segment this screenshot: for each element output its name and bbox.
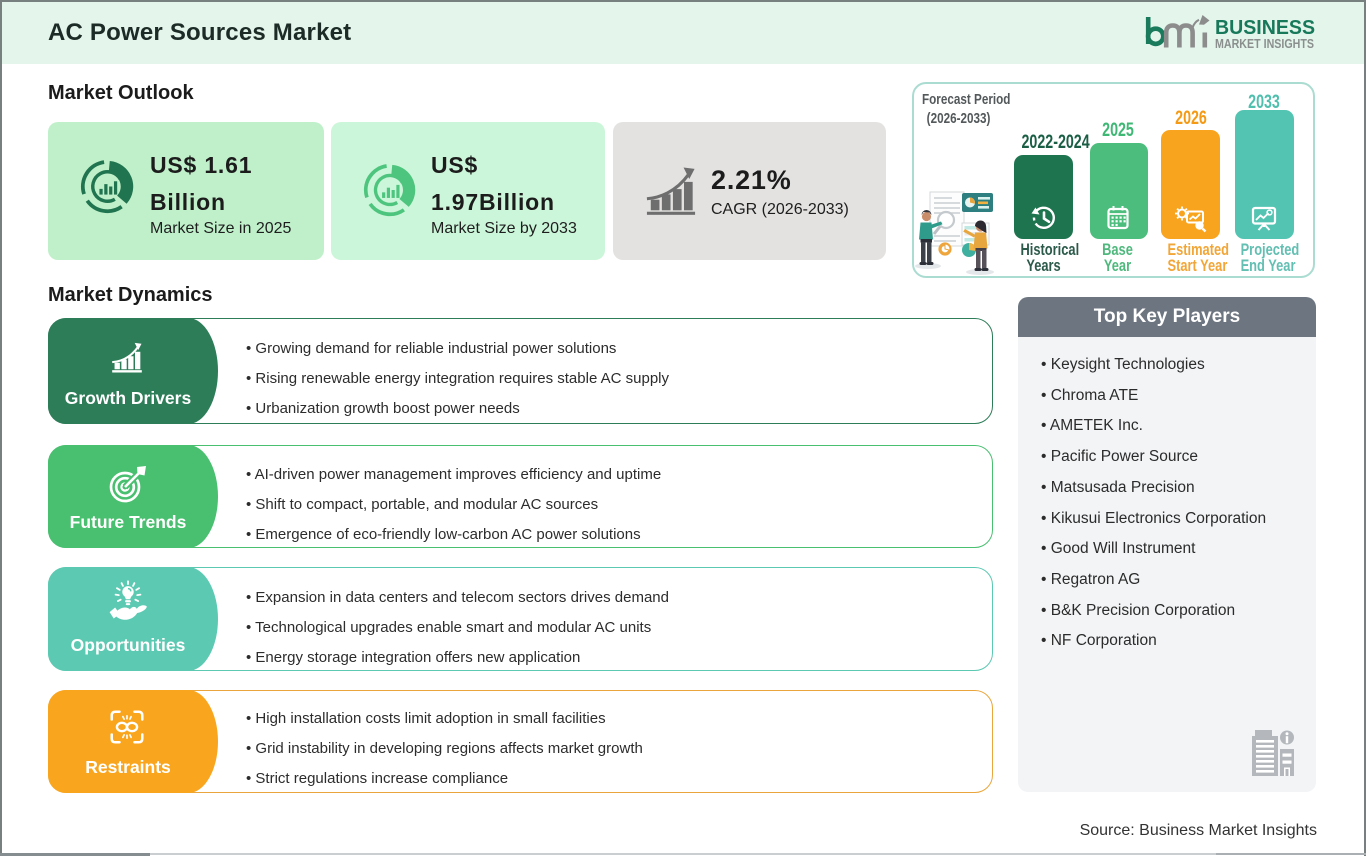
svg-text:BUSINESS: BUSINESS (1215, 16, 1315, 39)
svg-text:MARKET INSIGHTS: MARKET INSIGHTS (1215, 36, 1314, 51)
